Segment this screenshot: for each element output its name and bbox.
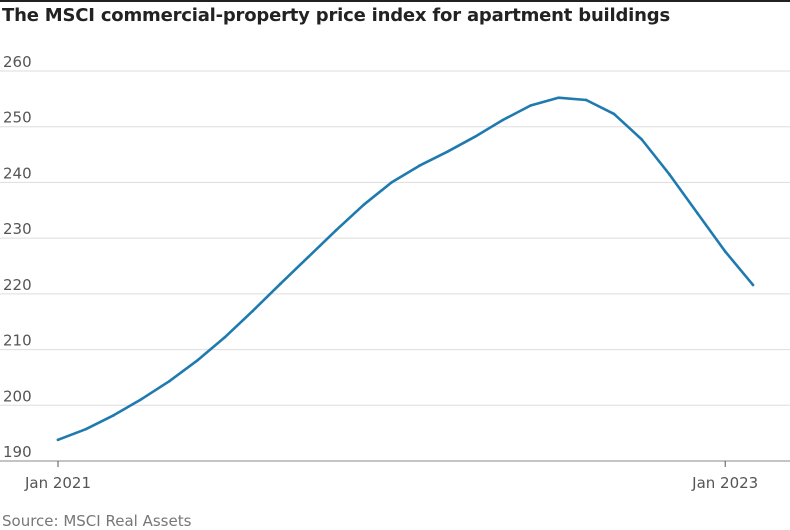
y-tick-label: 260	[3, 53, 32, 71]
data-point	[584, 98, 588, 102]
source-note: Source: MSCI Real Assets	[2, 512, 192, 530]
top-rule	[0, 0, 790, 2]
y-tick-label: 220	[3, 276, 32, 294]
x-tick-label: Jan 2021	[24, 474, 91, 492]
chart-title: The MSCI commercial-property price index…	[2, 5, 670, 26]
data-point	[112, 414, 115, 417]
data-point	[334, 229, 338, 232]
data-point	[223, 336, 227, 339]
data-point	[362, 203, 366, 207]
data-point	[612, 112, 616, 116]
data-point	[279, 282, 282, 286]
series-line	[56, 96, 755, 442]
data-point	[723, 250, 727, 253]
data-point	[195, 359, 199, 363]
data-point	[668, 173, 671, 176]
y-tick-label: 240	[3, 164, 32, 182]
y-tick-label: 190	[3, 443, 32, 461]
data-point	[640, 138, 644, 141]
x-tick-label: Jan 2023	[691, 474, 758, 492]
data-point	[140, 397, 143, 401]
data-point	[418, 164, 421, 168]
y-tick-label: 250	[3, 109, 32, 127]
data-point	[473, 135, 477, 139]
data-point	[306, 255, 310, 259]
y-tick-label: 210	[3, 332, 32, 350]
data-point	[84, 427, 88, 431]
data-point	[56, 438, 60, 442]
data-point	[167, 380, 171, 383]
y-tick-label: 200	[3, 387, 32, 405]
data-point	[445, 150, 449, 154]
data-point	[529, 104, 532, 107]
data-point	[501, 118, 505, 122]
data-point	[751, 283, 755, 287]
data-point	[557, 96, 560, 100]
data-point	[390, 181, 393, 184]
y-tick-label: 230	[3, 220, 32, 238]
data-point	[251, 309, 254, 313]
data-point	[696, 211, 699, 215]
